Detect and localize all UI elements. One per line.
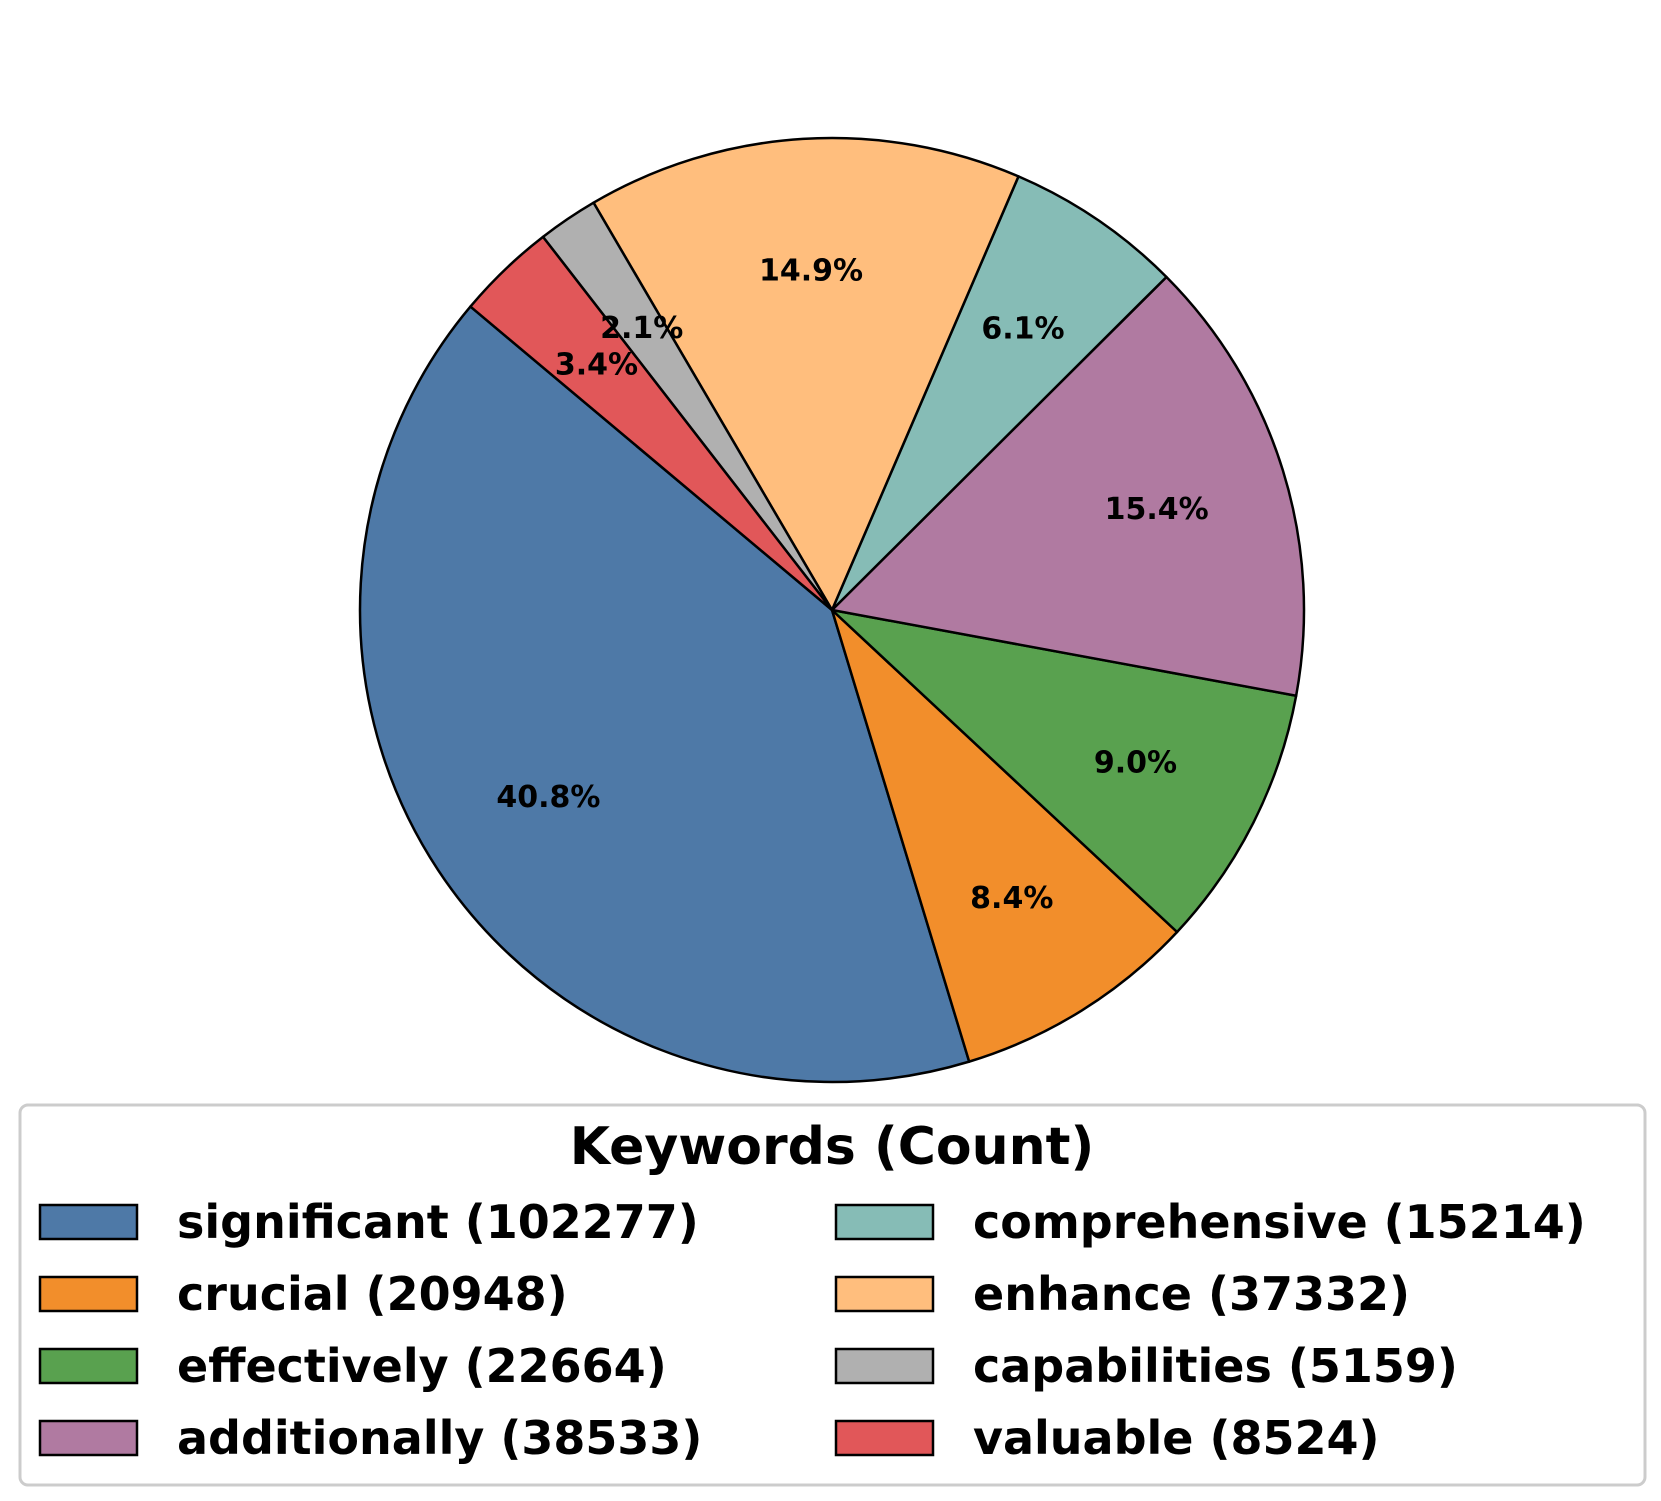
pct-label-capabilities: 2.1% <box>600 311 683 346</box>
legend-swatch-crucial <box>38 1275 139 1313</box>
legend-swatch-capabilities <box>834 1347 935 1385</box>
pie-slice-enhance <box>592 136 1020 612</box>
legend-swatch-enhance <box>834 1275 935 1313</box>
legend-item-comprehensive: comprehensive (15214) <box>834 1195 1586 1249</box>
pct-label-crucial: 8.4% <box>970 881 1053 916</box>
legend-label-significant: significant (102277) <box>177 1195 699 1249</box>
pie-slice-significant <box>358 305 971 1084</box>
legend: Keywords (Count) significant (102277) cru… <box>18 1103 1647 1487</box>
pct-label-additionally: 15.4% <box>1105 492 1209 527</box>
pie-percent-labels: 40.8% 8.4% 9.0% 15.4% 6.1% 14.9% 2.1%3.4% <box>496 253 1208 916</box>
pct-label-enhance: 14.9% <box>759 253 863 288</box>
legend-title: Keywords (Count) <box>570 1117 1095 1177</box>
pct-label-effectively: 9.0% <box>1094 745 1177 780</box>
legend-swatch-effectively <box>38 1347 139 1385</box>
legend-swatch-additionally <box>38 1419 139 1457</box>
pct-label-comprehensive: 6.1% <box>981 311 1064 346</box>
legend-item-capabilities: capabilities (5159) <box>834 1339 1458 1393</box>
pie-slice-effectively <box>830 608 1298 934</box>
pct-label-significant: 40.8% <box>496 780 600 815</box>
legend-item-enhance: enhance (37332) <box>834 1267 1410 1321</box>
legend-swatch-comprehensive <box>834 1203 935 1241</box>
legend-item-effectively: effectively (22664) <box>38 1339 667 1393</box>
pie-slices <box>358 136 1306 1084</box>
legend-label-crucial: crucial (20948) <box>177 1267 568 1321</box>
legend-items: significant (102277) crucial (20948) effec… <box>38 1195 1586 1465</box>
pie-slice-valuable <box>469 235 834 612</box>
legend-label-additionally: additionally (38533) <box>177 1411 702 1465</box>
legend-item-significant: significant (102277) <box>38 1195 699 1249</box>
pie-slice-crucial <box>830 608 1179 1063</box>
pie-slice-comprehensive <box>830 175 1168 612</box>
legend-frame <box>18 1103 1647 1487</box>
legend-label-enhance: enhance (37332) <box>973 1267 1410 1321</box>
legend-swatch-valuable <box>834 1419 935 1457</box>
legend-label-capabilities: capabilities (5159) <box>973 1339 1458 1393</box>
legend-label-comprehensive: comprehensive (15214) <box>973 1195 1586 1249</box>
pct-label-valuable: 3.4% <box>555 348 638 383</box>
legend-swatch-significant <box>38 1203 139 1241</box>
pie-slice-additionally <box>830 275 1306 697</box>
legend-label-effectively: effectively (22664) <box>177 1339 667 1393</box>
legend-label-valuable: valuable (8524) <box>973 1411 1380 1465</box>
legend-item-valuable: valuable (8524) <box>834 1411 1380 1465</box>
legend-item-crucial: crucial (20948) <box>38 1267 568 1321</box>
legend-item-additionally: additionally (38533) <box>38 1411 702 1465</box>
